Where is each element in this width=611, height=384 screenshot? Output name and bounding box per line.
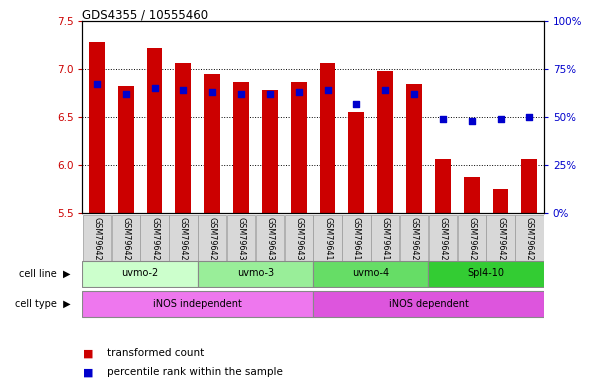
Text: cell line  ▶: cell line ▶	[19, 268, 70, 279]
FancyBboxPatch shape	[515, 215, 544, 286]
FancyBboxPatch shape	[227, 215, 255, 286]
Bar	[406, 84, 422, 213]
Text: iNOS dependent: iNOS dependent	[389, 299, 469, 309]
FancyBboxPatch shape	[486, 215, 514, 286]
Point	[351, 101, 361, 107]
Point	[121, 91, 131, 97]
Text: GSM796418: GSM796418	[352, 217, 361, 266]
Point	[438, 116, 448, 122]
Bar	[492, 189, 508, 213]
Bar	[204, 74, 220, 213]
Point	[323, 87, 332, 93]
Point	[92, 81, 102, 88]
Text: ■: ■	[82, 367, 93, 377]
FancyBboxPatch shape	[313, 291, 544, 317]
FancyBboxPatch shape	[82, 215, 111, 286]
Text: GSM796431: GSM796431	[265, 217, 274, 266]
Text: GSM796424: GSM796424	[525, 217, 534, 266]
Point	[294, 89, 304, 95]
Text: GSM796427: GSM796427	[150, 217, 159, 266]
FancyBboxPatch shape	[198, 215, 226, 286]
Bar	[521, 159, 537, 213]
Point	[467, 118, 477, 124]
Bar	[175, 63, 191, 213]
Bar	[377, 71, 393, 213]
Bar	[147, 48, 163, 213]
Point	[409, 91, 419, 97]
Text: GSM796417: GSM796417	[323, 217, 332, 266]
FancyBboxPatch shape	[256, 215, 284, 286]
Point	[496, 116, 505, 122]
Text: GSM796425: GSM796425	[92, 217, 101, 266]
Text: uvmo-4: uvmo-4	[352, 268, 389, 278]
Text: ■: ■	[82, 348, 93, 358]
Point	[178, 87, 188, 93]
FancyBboxPatch shape	[141, 215, 169, 286]
Bar	[233, 82, 249, 213]
FancyBboxPatch shape	[82, 291, 313, 317]
Text: GSM796423: GSM796423	[496, 217, 505, 266]
Point	[524, 114, 534, 120]
Text: percentile rank within the sample: percentile rank within the sample	[107, 367, 283, 377]
Text: uvmo-2: uvmo-2	[122, 268, 159, 278]
FancyBboxPatch shape	[342, 215, 370, 286]
FancyBboxPatch shape	[198, 261, 313, 286]
FancyBboxPatch shape	[313, 215, 342, 286]
FancyBboxPatch shape	[169, 215, 197, 286]
FancyBboxPatch shape	[371, 215, 400, 286]
Bar	[348, 113, 364, 213]
Text: GDS4355 / 10555460: GDS4355 / 10555460	[82, 8, 208, 21]
Point	[150, 85, 159, 91]
FancyBboxPatch shape	[429, 215, 457, 286]
Text: GSM796429: GSM796429	[208, 217, 217, 266]
FancyBboxPatch shape	[428, 261, 544, 286]
FancyBboxPatch shape	[82, 261, 198, 286]
Bar	[291, 82, 307, 213]
Point	[207, 89, 217, 95]
Bar	[320, 63, 335, 213]
FancyBboxPatch shape	[112, 215, 140, 286]
Bar	[464, 177, 480, 213]
Text: iNOS independent: iNOS independent	[153, 299, 242, 309]
Bar	[118, 86, 134, 213]
FancyBboxPatch shape	[313, 261, 428, 286]
Point	[380, 87, 390, 93]
Text: GSM796428: GSM796428	[179, 217, 188, 266]
Text: GSM796421: GSM796421	[438, 217, 447, 266]
FancyBboxPatch shape	[458, 215, 486, 286]
FancyBboxPatch shape	[400, 215, 428, 286]
Bar	[262, 90, 278, 213]
Text: transformed count: transformed count	[107, 348, 204, 358]
Point	[265, 91, 275, 97]
Bar	[89, 42, 105, 213]
Text: Spl4-10: Spl4-10	[467, 268, 505, 278]
Text: GSM796420: GSM796420	[409, 217, 419, 266]
FancyBboxPatch shape	[285, 215, 313, 286]
Text: GSM796432: GSM796432	[295, 217, 303, 266]
Point	[236, 91, 246, 97]
Bar	[435, 159, 451, 213]
Text: GSM796426: GSM796426	[121, 217, 130, 266]
Text: uvmo-3: uvmo-3	[237, 268, 274, 278]
Text: GSM796422: GSM796422	[467, 217, 476, 266]
Text: GSM796430: GSM796430	[236, 217, 246, 266]
Text: GSM796419: GSM796419	[381, 217, 390, 266]
Text: cell type  ▶: cell type ▶	[15, 299, 70, 310]
